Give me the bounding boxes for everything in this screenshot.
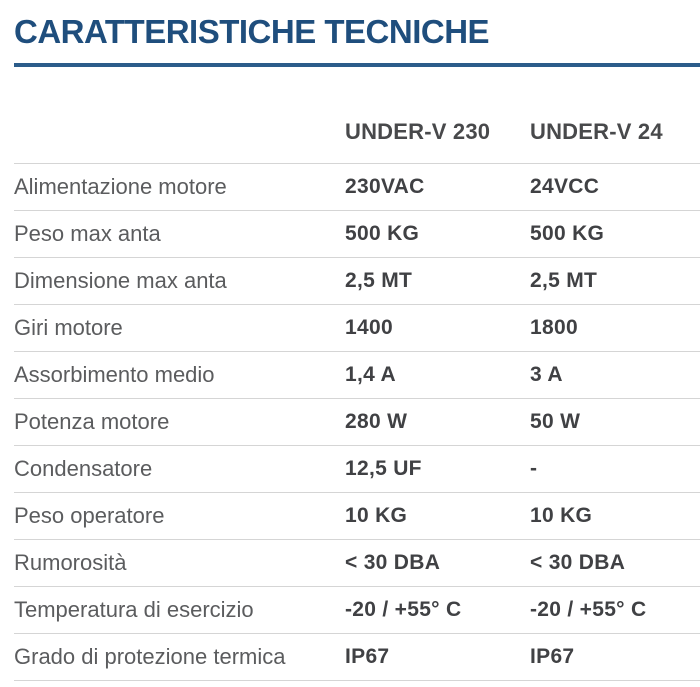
row-value-under-v-230: 2,5 MT <box>345 269 413 292</box>
row-value-under-v-230: 1,4 A <box>345 363 396 386</box>
row-label: Peso max anta <box>14 221 161 246</box>
row-value-under-v-230: 500 KG <box>345 222 420 245</box>
table-header-row: UNDER-V 230 UNDER-V 24 <box>14 67 700 163</box>
row-value-under-v-24: 24VCC <box>530 175 600 198</box>
row-value-under-v-24: - <box>530 457 538 480</box>
table-row-dimensione-max-anta: Dimensione max anta 2,5 MT 2,5 MT <box>14 257 700 304</box>
row-label: Grado di protezione termica <box>14 644 286 669</box>
row-value-under-v-230: 12,5 UF <box>345 457 422 480</box>
title-underline <box>14 63 700 67</box>
table-row-temperatura-di-esercizio: Temperatura di esercizio -20 / +55° C -2… <box>14 586 700 633</box>
row-value-under-v-24: -20 / +55° C <box>530 598 647 621</box>
table-row-assorbimento-medio: Assorbimento medio 1,4 A 3 A <box>14 351 700 398</box>
table-row-peso-max-anta: Peso max anta 500 KG 500 KG <box>14 210 700 257</box>
table-row-potenza-motore: Potenza motore 280 W 50 W <box>14 398 700 445</box>
row-label: Condensatore <box>14 456 153 481</box>
row-label: Temperatura di esercizio <box>14 597 254 622</box>
table-row-giri-motore: Giri motore 1400 1800 <box>14 304 700 351</box>
row-value-under-v-230: 1400 <box>345 316 393 339</box>
spec-table: UNDER-V 230 UNDER-V 24 Alimentazione mot… <box>14 67 700 681</box>
row-label: Assorbimento medio <box>14 362 215 387</box>
table-row-alimentazione-motore: Alimentazione motore 230VAC 24VCC <box>14 163 700 210</box>
row-value-under-v-24: < 30 DBA <box>530 551 626 574</box>
row-value-under-v-230: < 30 DBA <box>345 551 441 574</box>
row-value-under-v-230: 10 KG <box>345 504 408 527</box>
row-value-under-v-24: 1800 <box>530 316 578 339</box>
row-label: Rumorosità <box>14 550 127 575</box>
row-label: Potenza motore <box>14 409 170 434</box>
table-row-condensatore: Condensatore 12,5 UF - <box>14 445 700 492</box>
row-value-under-v-230: IP67 <box>345 645 390 668</box>
column-header-under-v-230: UNDER-V 230 <box>345 119 491 144</box>
row-value-under-v-230: 280 W <box>345 410 408 433</box>
row-value-under-v-24: 3 A <box>530 363 563 386</box>
row-value-under-v-24: IP67 <box>530 645 575 668</box>
row-value-under-v-230: -20 / +55° C <box>345 598 462 621</box>
row-value-under-v-24: 50 W <box>530 410 581 433</box>
row-label: Dimensione max anta <box>14 268 227 293</box>
row-label: Alimentazione motore <box>14 174 227 199</box>
row-value-under-v-24: 10 KG <box>530 504 593 527</box>
table-row-rumorosita: Rumorosità < 30 DBA < 30 DBA <box>14 539 700 586</box>
table-row-peso-operatore: Peso operatore 10 KG 10 KG <box>14 492 700 539</box>
row-label: Peso operatore <box>14 503 165 528</box>
page-title: CARATTERISTICHE TECNICHE <box>14 13 490 50</box>
row-label: Giri motore <box>14 315 123 340</box>
row-value-under-v-230: 230VAC <box>345 175 425 198</box>
row-value-under-v-24: 2,5 MT <box>530 269 598 292</box>
table-row-grado-di-protezione-termica: Grado di protezione termica IP67 IP67 <box>14 633 700 681</box>
column-header-under-v-24: UNDER-V 24 <box>530 119 663 144</box>
row-value-under-v-24: 500 KG <box>530 222 605 245</box>
